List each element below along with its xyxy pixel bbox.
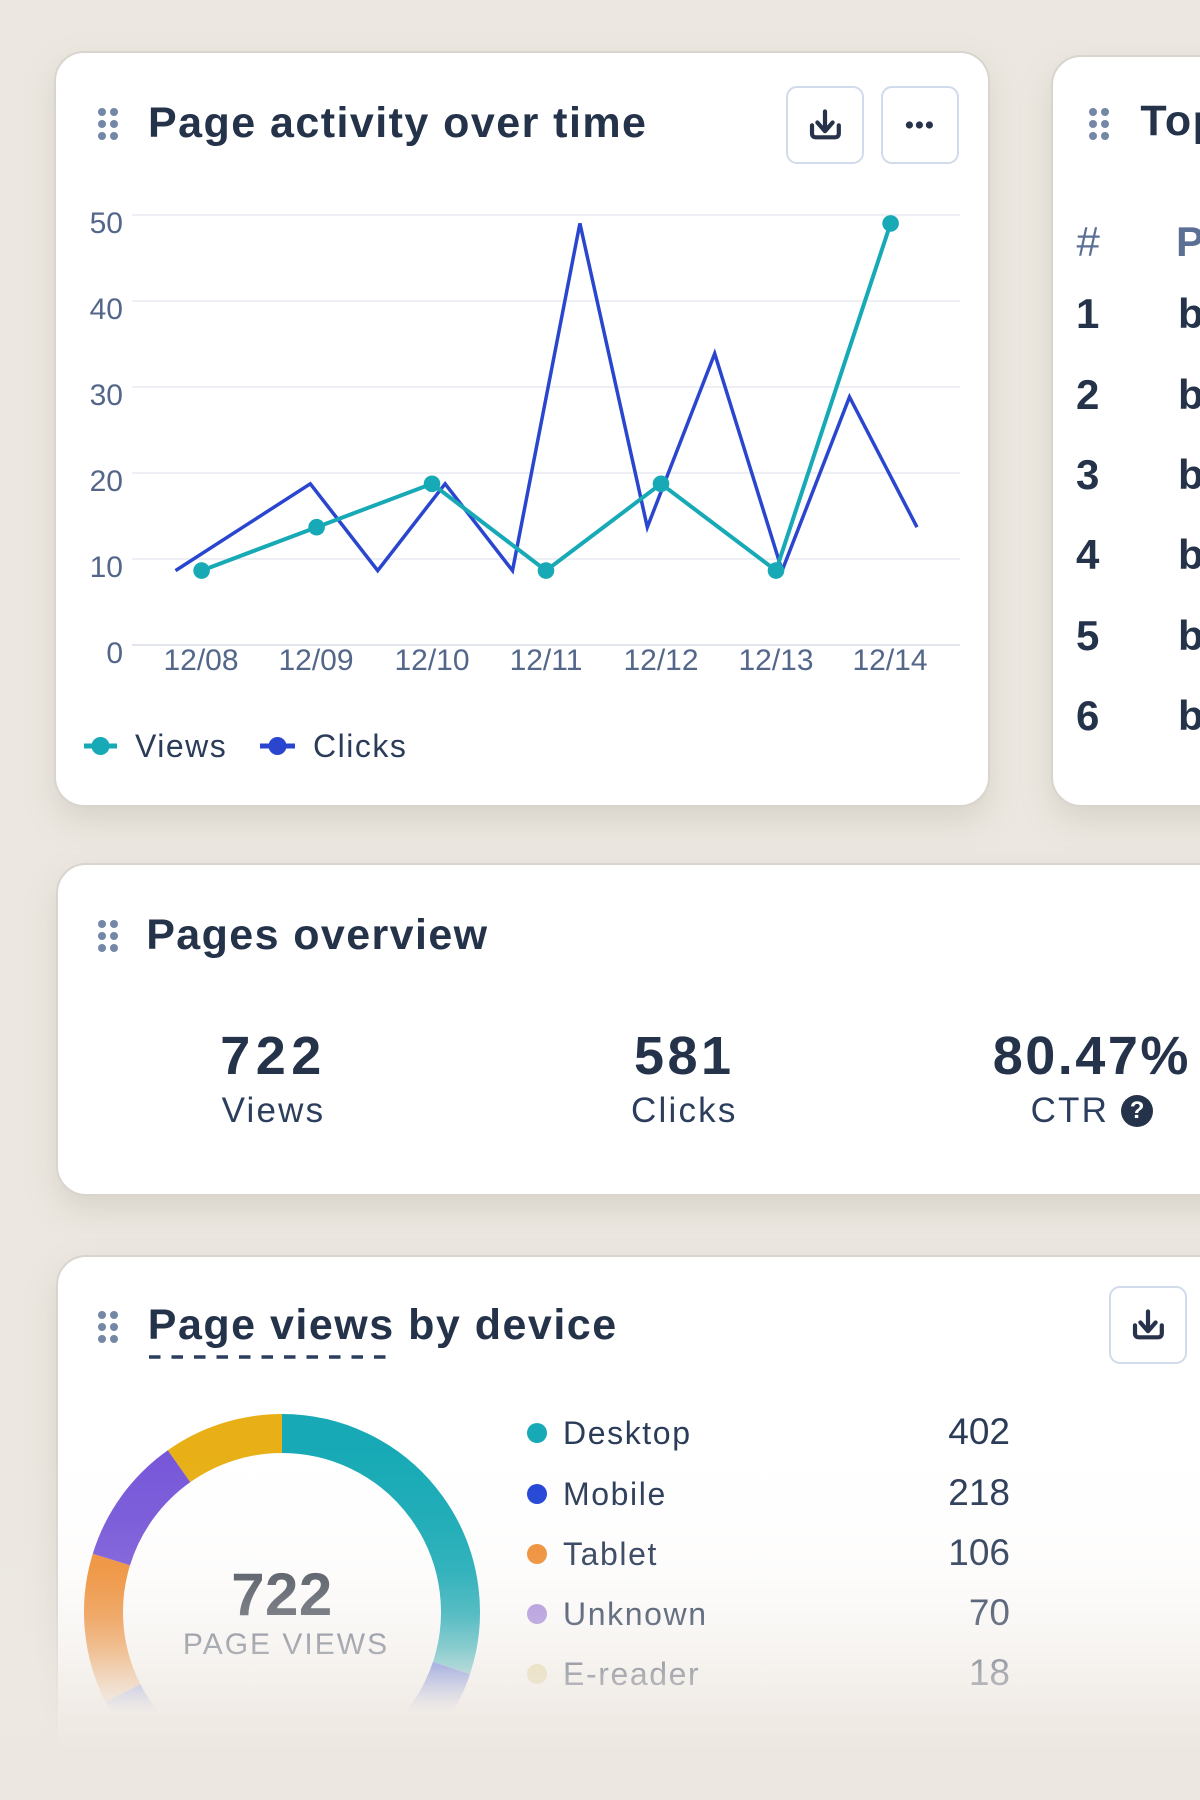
svg-text:Views: Views <box>135 728 227 764</box>
svg-text:12/14: 12/14 <box>852 644 927 677</box>
svg-text:12/13: 12/13 <box>738 644 813 677</box>
svg-text:30: 30 <box>90 379 123 412</box>
svg-text:12/10: 12/10 <box>394 644 469 677</box>
svg-text:12/09: 12/09 <box>278 644 353 677</box>
svg-text:20: 20 <box>90 465 123 498</box>
svg-text:0: 0 <box>106 637 123 670</box>
svg-text:50: 50 <box>90 207 123 240</box>
svg-text:40: 40 <box>90 293 123 326</box>
svg-text:10: 10 <box>90 551 123 584</box>
svg-text:12/08: 12/08 <box>163 644 238 677</box>
svg-text:12/11: 12/11 <box>510 644 583 677</box>
svg-text:Clicks: Clicks <box>313 728 407 764</box>
svg-text:12/12: 12/12 <box>623 644 698 677</box>
